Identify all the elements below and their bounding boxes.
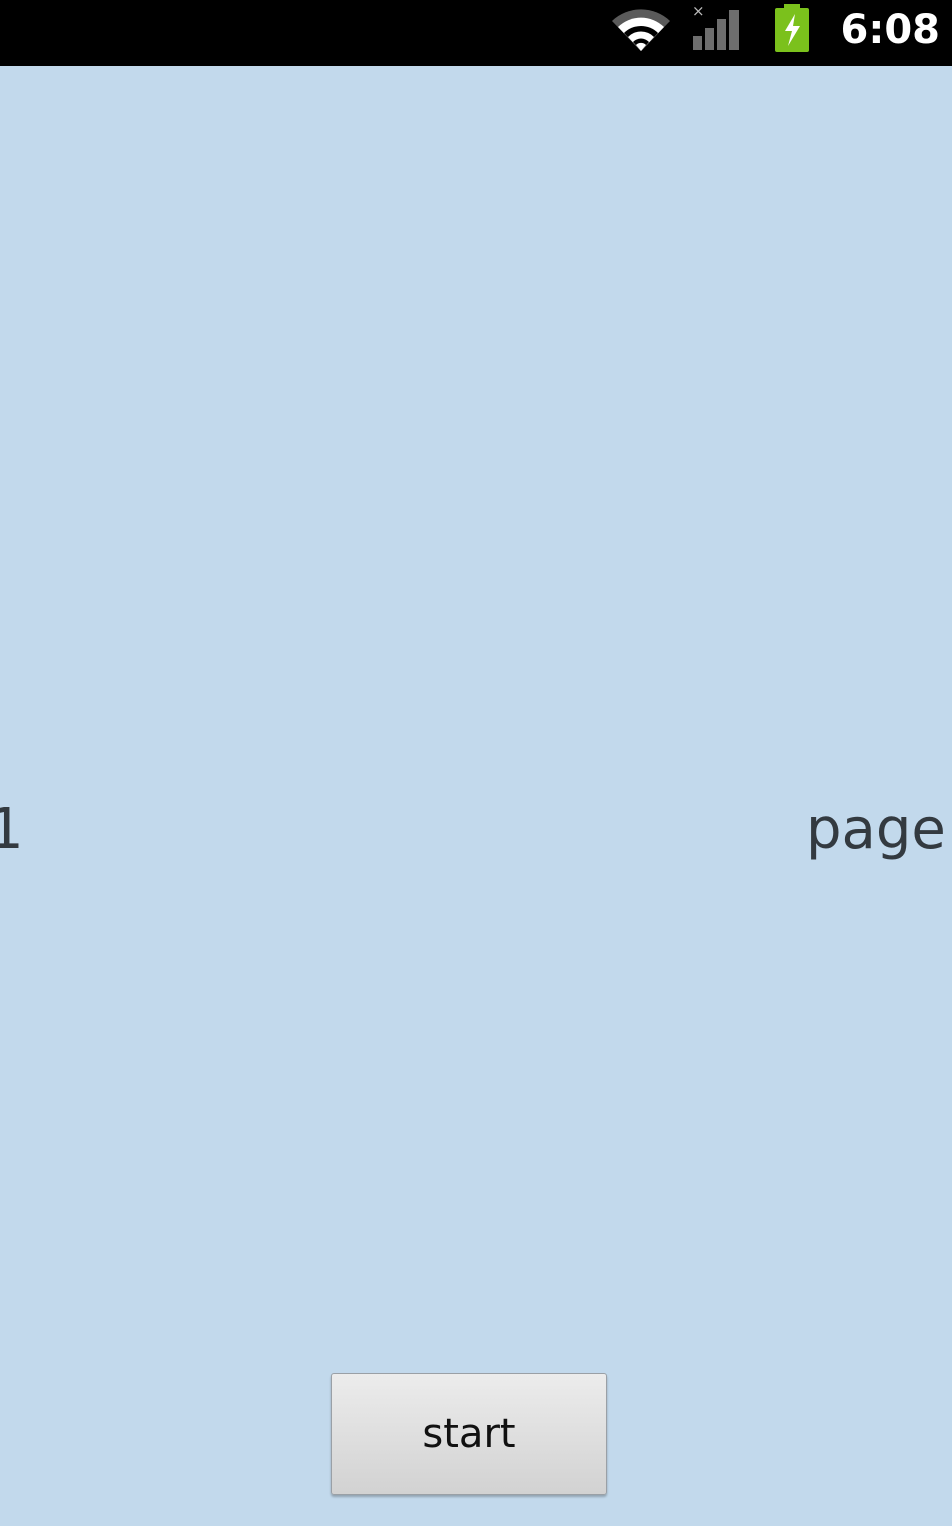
signal-icon: × [692,2,739,50]
battery-charging-icon [775,4,809,52]
wifi-icon [612,9,670,51]
start-button[interactable]: start [331,1373,607,1495]
main-screen: 1 page start [0,66,952,1526]
status-clock: 6:08 [840,7,941,53]
page-number-label: 1 [0,797,24,862]
page-label: page [806,797,946,862]
svg-text:×: × [692,2,705,20]
status-bar: × 6:08 [0,0,952,66]
